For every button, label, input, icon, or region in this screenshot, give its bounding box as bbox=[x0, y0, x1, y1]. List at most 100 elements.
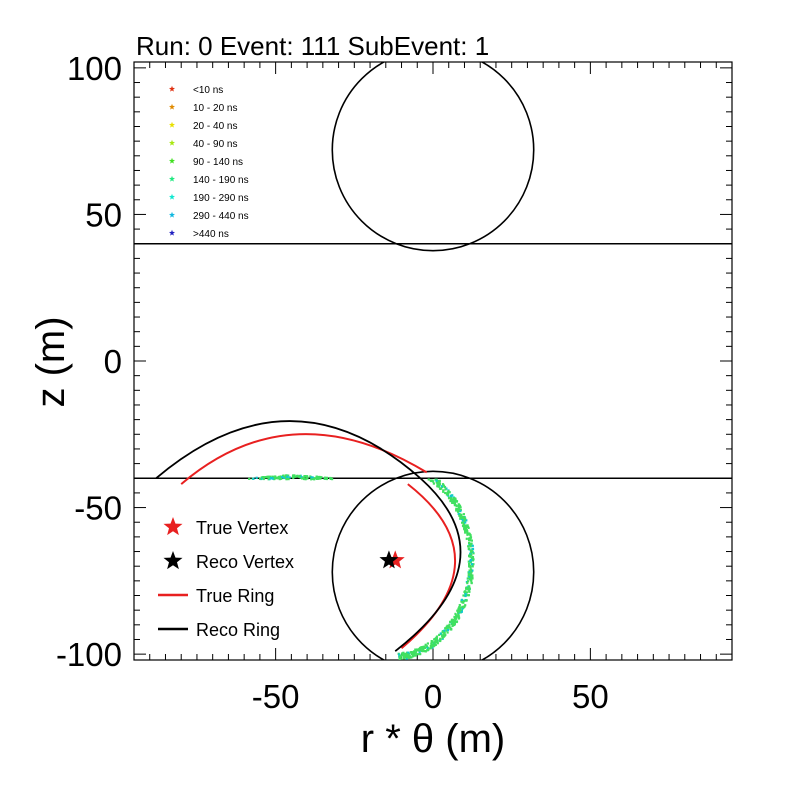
hit-point bbox=[468, 590, 471, 593]
hit-point bbox=[462, 599, 466, 603]
hit-point bbox=[264, 476, 268, 479]
hit-point bbox=[469, 552, 472, 555]
hit-point bbox=[451, 620, 455, 623]
hit-point bbox=[298, 474, 302, 478]
hit-point bbox=[267, 476, 270, 479]
y-tick-label: 100 bbox=[67, 50, 122, 87]
hit-point bbox=[465, 526, 468, 529]
hit-point bbox=[282, 474, 285, 477]
hit-point bbox=[464, 593, 467, 596]
hit-point bbox=[252, 477, 255, 480]
time-legend: <10 ns 10 - 20 ns 20 - 40 ns 40 - 90 ns 90 -… bbox=[168, 85, 249, 240]
hit-point bbox=[441, 483, 445, 486]
hit-point bbox=[458, 504, 461, 507]
reco-ring-cap bbox=[394, 477, 462, 652]
hit-point bbox=[464, 604, 467, 607]
time-legend-label: 90 - 140 ns bbox=[193, 157, 243, 168]
hit-point bbox=[414, 652, 417, 655]
hit-point bbox=[470, 582, 473, 585]
hit-point bbox=[465, 519, 468, 522]
hit-point bbox=[331, 478, 334, 481]
hit-point bbox=[431, 646, 434, 649]
hit-point bbox=[453, 617, 456, 620]
hit-point bbox=[467, 572, 470, 575]
time-legend-label: <10 ns bbox=[193, 85, 223, 96]
hit-point bbox=[414, 654, 417, 657]
time-legend-label: 10 - 20 ns bbox=[193, 103, 237, 114]
hit-point bbox=[412, 655, 415, 658]
hit-point bbox=[433, 638, 436, 641]
hit-point bbox=[457, 614, 460, 617]
hit-point bbox=[441, 636, 444, 639]
hit-point bbox=[455, 507, 458, 510]
hit-point bbox=[413, 652, 416, 655]
hit-point bbox=[413, 654, 416, 657]
hit-point bbox=[458, 606, 461, 609]
reco-ring-barrel bbox=[155, 420, 422, 479]
hit-point bbox=[448, 623, 451, 626]
hit-point bbox=[461, 516, 464, 519]
hit-point bbox=[454, 500, 458, 503]
hit-point bbox=[451, 494, 454, 497]
top-cap-circle bbox=[331, 62, 535, 252]
hit-point bbox=[406, 651, 410, 654]
hit-point bbox=[457, 512, 460, 515]
hit-point bbox=[424, 643, 427, 646]
hit-point bbox=[416, 653, 419, 656]
hit-point bbox=[437, 484, 441, 487]
hit-point bbox=[403, 657, 406, 660]
hit-point bbox=[441, 637, 444, 640]
hit-point bbox=[468, 575, 471, 578]
hit-point bbox=[441, 631, 444, 634]
hit-point bbox=[466, 532, 469, 535]
hit-point bbox=[471, 550, 474, 553]
hit-point bbox=[458, 514, 461, 517]
bottom-cap-circle bbox=[331, 470, 535, 660]
hit-point bbox=[444, 488, 447, 491]
hit-point bbox=[451, 618, 454, 621]
hit-point bbox=[434, 637, 437, 640]
hit-point bbox=[407, 653, 410, 656]
y-tick-label: -50 bbox=[74, 490, 122, 527]
time-legend-marker bbox=[168, 157, 176, 164]
hit-point bbox=[457, 610, 460, 613]
hit-point bbox=[436, 642, 439, 645]
hit-point bbox=[446, 627, 449, 630]
hit-point bbox=[457, 506, 461, 509]
hit-point bbox=[459, 510, 462, 513]
legend-label: Reco Ring bbox=[196, 620, 280, 640]
hit-point bbox=[416, 649, 419, 652]
hit-point bbox=[444, 491, 447, 495]
hit-point bbox=[275, 476, 278, 479]
hit-point bbox=[467, 560, 470, 563]
hit-point bbox=[469, 534, 472, 537]
hit-point bbox=[402, 652, 405, 655]
hit-point bbox=[466, 530, 469, 533]
time-legend-marker bbox=[168, 211, 176, 218]
hit-point bbox=[468, 562, 471, 565]
hit-point bbox=[427, 647, 431, 650]
hit-point bbox=[461, 519, 465, 522]
time-legend-label: 140 - 190 ns bbox=[193, 175, 249, 186]
hit-point bbox=[317, 476, 320, 479]
axis-ticks bbox=[134, 62, 732, 660]
x-tick-label: -50 bbox=[252, 678, 300, 715]
hit-point bbox=[318, 475, 321, 479]
hit-point bbox=[406, 653, 409, 656]
hit-point bbox=[442, 484, 445, 487]
hit-point bbox=[414, 648, 417, 651]
hit-point bbox=[450, 622, 454, 626]
hit-point bbox=[287, 478, 290, 481]
hit-point bbox=[447, 491, 450, 494]
hit-point bbox=[453, 615, 456, 618]
hit-point bbox=[469, 537, 472, 540]
hit-point bbox=[469, 561, 472, 564]
hit-point bbox=[466, 524, 469, 527]
true-ring-barrel bbox=[180, 433, 428, 485]
legend-label: True Vertex bbox=[196, 518, 288, 538]
x-tick-label: 0 bbox=[424, 678, 442, 715]
hit-point bbox=[404, 653, 407, 656]
hit-point bbox=[466, 588, 469, 591]
pmt-hits bbox=[248, 474, 475, 660]
